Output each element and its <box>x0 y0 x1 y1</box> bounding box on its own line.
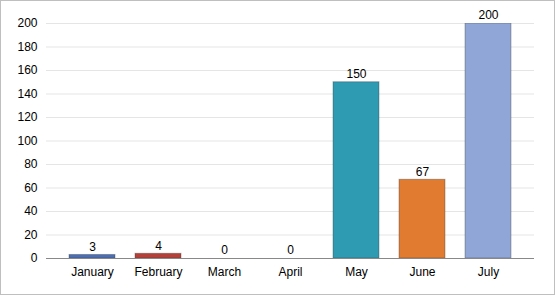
svg-text:100: 100 <box>17 134 37 148</box>
svg-text:March: March <box>208 265 241 279</box>
svg-text:140: 140 <box>17 87 37 101</box>
svg-text:150: 150 <box>346 67 366 81</box>
svg-text:200: 200 <box>478 8 498 22</box>
svg-text:0: 0 <box>31 251 38 265</box>
svg-text:80: 80 <box>24 157 38 171</box>
svg-text:20: 20 <box>24 228 38 242</box>
svg-text:120: 120 <box>17 110 37 124</box>
svg-text:4: 4 <box>155 239 162 253</box>
svg-text:April: April <box>278 265 302 279</box>
svg-text:February: February <box>134 265 182 279</box>
svg-text:0: 0 <box>221 243 228 257</box>
svg-text:January: January <box>71 265 114 279</box>
svg-text:June: June <box>409 265 435 279</box>
svg-text:200: 200 <box>17 16 37 30</box>
svg-text:May: May <box>345 265 368 279</box>
svg-text:40: 40 <box>24 204 38 218</box>
svg-text:180: 180 <box>17 40 37 54</box>
svg-text:60: 60 <box>24 181 38 195</box>
svg-text:67: 67 <box>416 165 430 179</box>
svg-text:July: July <box>478 265 499 279</box>
svg-text:3: 3 <box>89 240 96 254</box>
svg-text:0: 0 <box>287 243 294 257</box>
svg-text:160: 160 <box>17 63 37 77</box>
